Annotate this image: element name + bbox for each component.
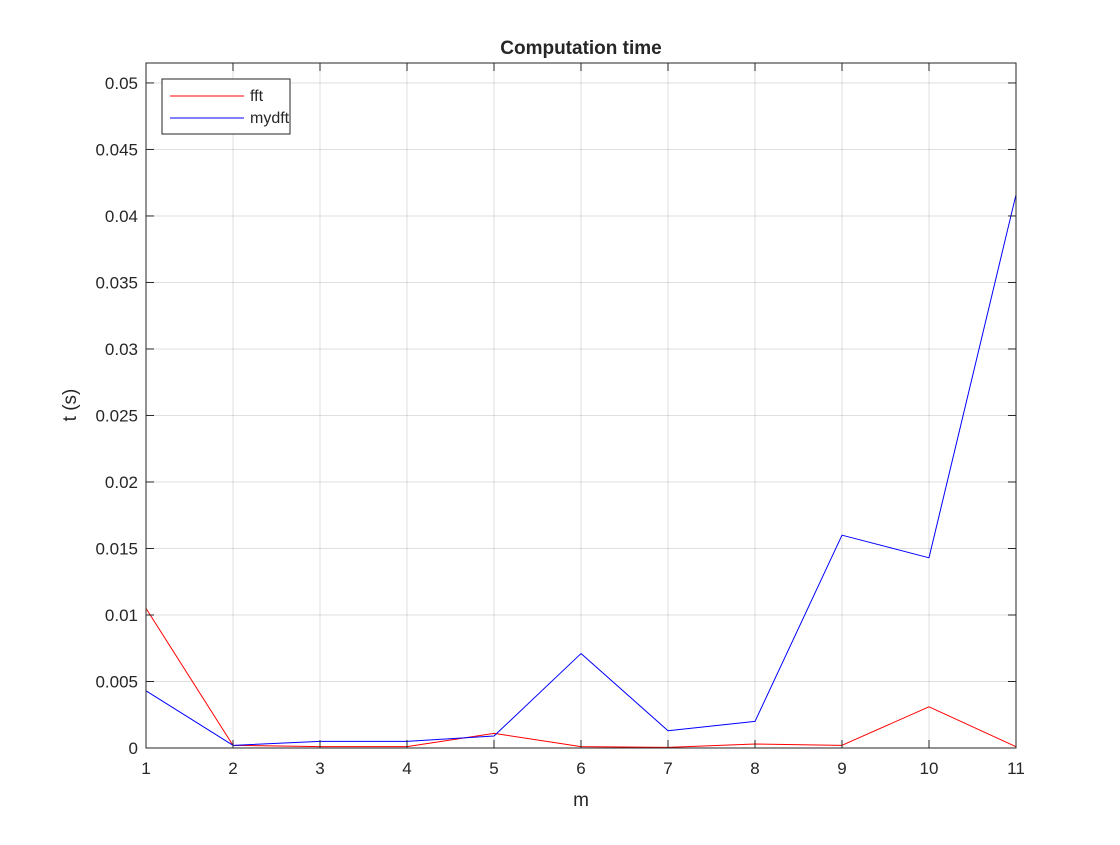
plot-area xyxy=(146,63,1016,748)
series-line-mydft xyxy=(145,194,1017,746)
x-tick-label: 3 xyxy=(315,759,324,778)
data-point-mydft xyxy=(755,721,756,722)
legend-box xyxy=(161,78,291,135)
x-tick-label: 7 xyxy=(663,759,672,778)
y-tick-label: 0.035 xyxy=(95,273,138,292)
chart-title: Computation time xyxy=(500,38,662,59)
y-tick-label: 0.015 xyxy=(95,539,138,558)
x-tick-label: 10 xyxy=(920,759,939,778)
x-tick-label: 6 xyxy=(576,759,585,778)
x-tick-label: 11 xyxy=(1007,759,1025,778)
y-axis-label: t (s) xyxy=(60,389,81,422)
data-point-mydft xyxy=(929,557,930,558)
y-tick-label: 0.045 xyxy=(95,140,138,159)
x-tick-label: 4 xyxy=(402,759,411,778)
y-tick-label: 0.04 xyxy=(105,207,138,226)
y-tick-label: 0.03 xyxy=(105,340,138,359)
data-point-mydft xyxy=(494,736,495,737)
ticks: 1 2 3 4 5 6 7 8 9 10 11 0 0.005 0.01 0.015 0.02 0.025 0.0… xyxy=(95,63,1025,778)
data-point-fft xyxy=(494,733,495,734)
data-point-mydft xyxy=(668,730,669,731)
data-point-fft xyxy=(929,706,930,707)
data-point-mydft xyxy=(842,535,843,536)
y-tick-label: 0 xyxy=(129,739,138,758)
y-tick-label: 0.025 xyxy=(95,406,138,425)
x-tick-label: 1 xyxy=(141,759,150,778)
legend: fft mydft xyxy=(161,78,291,135)
x-tick-label: 5 xyxy=(489,759,498,778)
y-tick-label: 0.005 xyxy=(95,672,138,691)
x-tick-label: 9 xyxy=(837,759,846,778)
y-tick-label: 0.01 xyxy=(105,606,138,625)
y-tick-label: 0.02 xyxy=(105,473,138,492)
legend-label-mydft: mydft xyxy=(250,110,290,127)
y-tick-label: 0.05 xyxy=(105,74,138,93)
x-tick-label: 8 xyxy=(750,759,759,778)
x-axis-label: m xyxy=(573,790,589,811)
data-point-mydft xyxy=(581,653,582,654)
x-tick-label: 2 xyxy=(228,759,237,778)
legend-label-fft: fft xyxy=(250,88,264,105)
